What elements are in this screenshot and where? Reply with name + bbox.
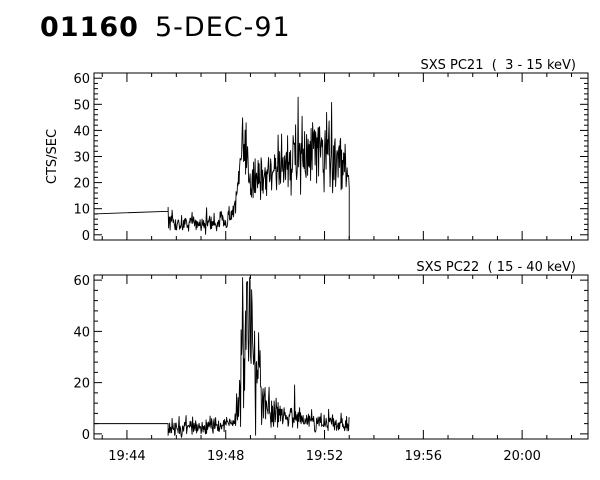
y-tick-label: 20 <box>73 377 90 392</box>
series-line <box>94 277 350 438</box>
y-axis-label: CTS/SEC <box>45 129 60 184</box>
y-tick-label: 0 <box>82 229 90 244</box>
x-tick-label: 20:00 <box>503 449 540 464</box>
y-tick-label: 0 <box>82 428 90 443</box>
y-tick-label: 30 <box>73 151 90 166</box>
y-tick-label: 40 <box>73 325 90 340</box>
x-tick-label: 19:56 <box>405 449 442 464</box>
y-tick-label: 60 <box>73 274 90 289</box>
panel-1: 0 10 20 30 40 50 60 SXS PC21 ( 3 - 15 keV) CTS/S… <box>45 58 589 244</box>
panel-label: SXS PC22 ( 15 - 40 keV) <box>416 260 576 275</box>
y-tick-label: 60 <box>73 72 90 87</box>
event-date: 5-DEC-91 <box>155 12 291 43</box>
y-tick-label: 10 <box>73 203 90 218</box>
y-tick-label: 50 <box>73 98 90 113</box>
axes-frame <box>93 274 589 440</box>
panel-2: 0 20 40 60 19:44 19:48 19:52 19:56 20:00 SXS PC22… <box>73 260 589 464</box>
series-line <box>93 96 350 240</box>
x-tick-label: 19:44 <box>108 449 145 464</box>
x-tick-label: 19:48 <box>207 449 244 464</box>
panel-label: SXS PC21 ( 3 - 15 keV) <box>420 58 576 73</box>
event-id: 01160 <box>40 12 139 43</box>
x-tick-label: 19:52 <box>306 449 343 464</box>
y-tick-label: 20 <box>73 177 90 192</box>
y-tick-label: 40 <box>73 124 90 139</box>
